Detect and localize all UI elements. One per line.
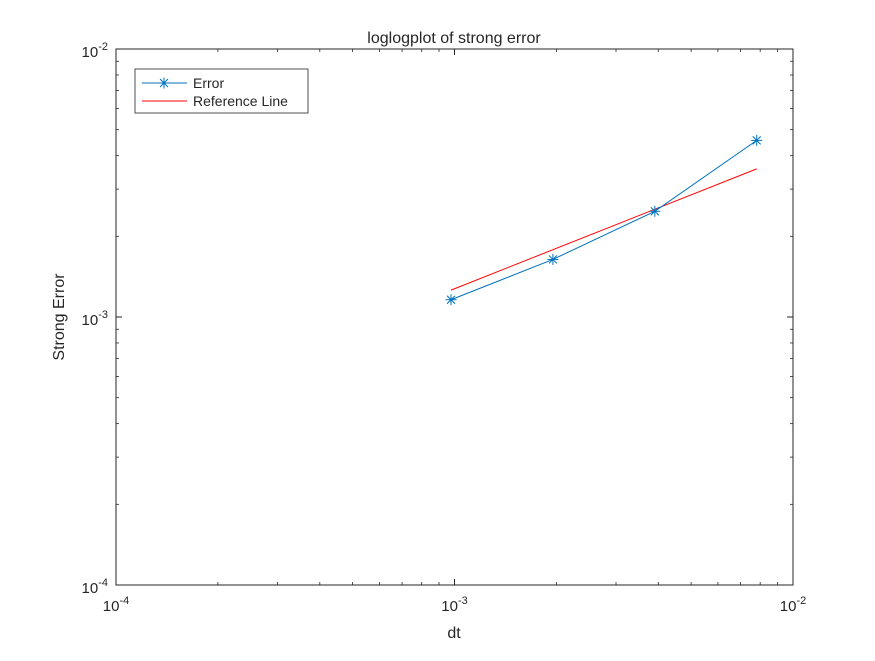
- asterisk-stroke: [446, 295, 456, 305]
- error-data-point: [751, 134, 763, 146]
- asterisk-stroke: [159, 78, 169, 88]
- asterisk-stroke: [548, 255, 558, 264]
- x-axis-label: dt: [447, 625, 461, 642]
- x-tick-label: 10-2: [780, 595, 806, 615]
- y-tick-label: 10-2: [82, 41, 108, 61]
- legend: Error Reference Line: [134, 68, 309, 114]
- error-data-point: [649, 205, 661, 217]
- x-tick-label: 10-3: [441, 595, 467, 615]
- error-data-point: [445, 294, 457, 306]
- error-data-point: [547, 253, 559, 265]
- y-tick-label: 10-4: [82, 577, 108, 597]
- chart-title: loglogplot of strong error: [367, 30, 541, 47]
- asterisk-stroke: [752, 136, 762, 145]
- series-line-reference: [450, 168, 757, 291]
- x-tick-labels: 10-4 10-3 10-2: [103, 595, 806, 615]
- y-tick-labels: 10-4 10-3 10-2: [82, 41, 108, 597]
- plot-area-box: [115, 48, 794, 586]
- y-tick-label: 10-3: [82, 309, 108, 329]
- asterisk-stroke: [650, 206, 660, 216]
- series-layer: [445, 134, 763, 306]
- series-line-error: [450, 139, 757, 301]
- legend-error-asterisk: [158, 77, 170, 89]
- legend-error-label: Error: [193, 75, 224, 91]
- y-axis-label: Strong Error: [51, 273, 68, 361]
- legend-error-marker: [158, 77, 170, 89]
- x-tick-label: 10-4: [103, 595, 129, 615]
- legend-box: [134, 68, 309, 114]
- plot-area-background: [116, 49, 793, 585]
- legend-reference-label: Reference Line: [193, 93, 288, 109]
